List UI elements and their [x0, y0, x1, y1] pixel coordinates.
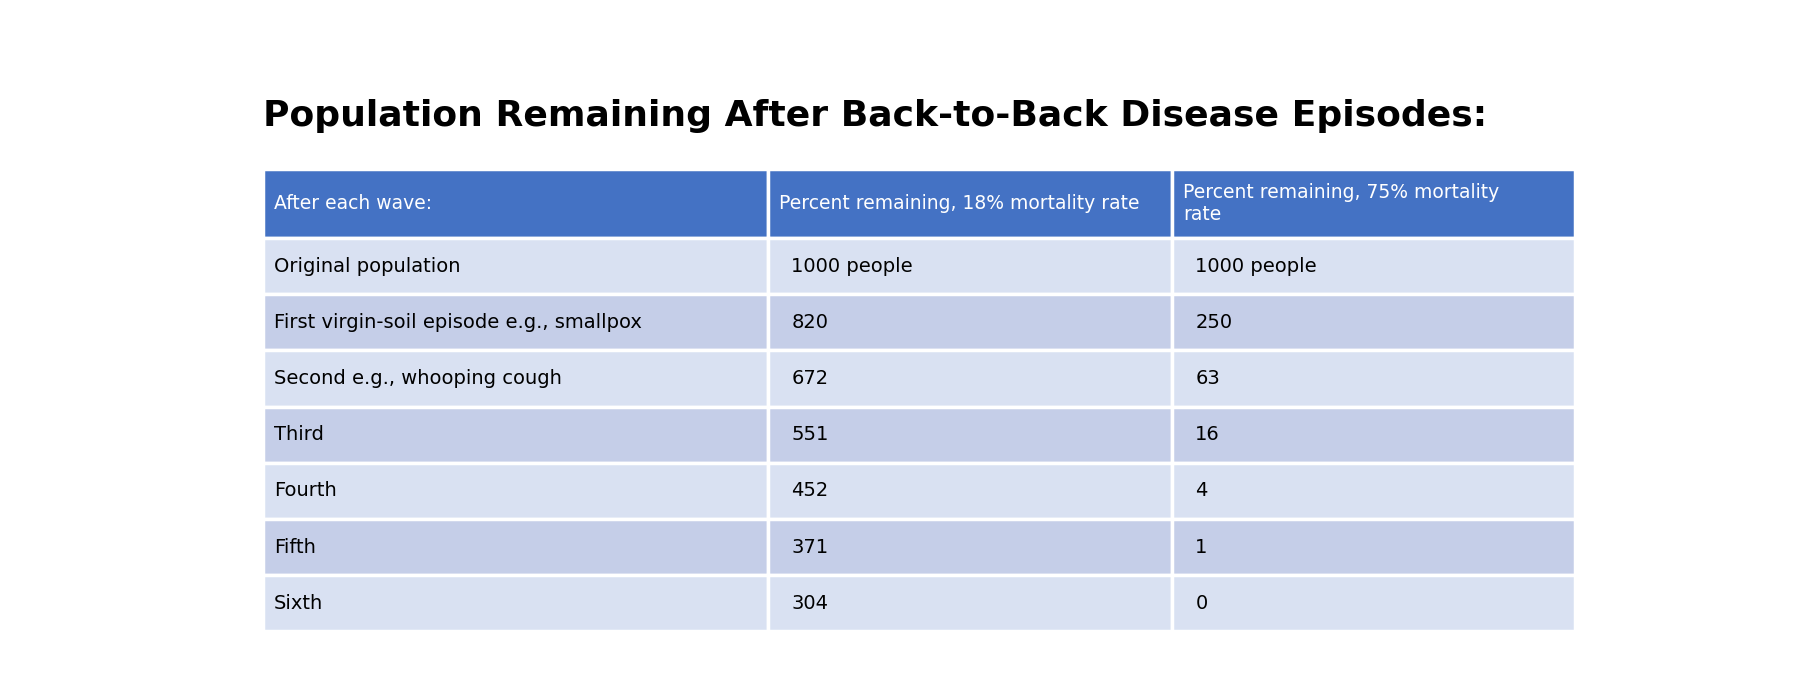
Bar: [767, 238, 1173, 294]
Text: Fifth: Fifth: [274, 538, 316, 556]
Text: 452: 452: [791, 482, 828, 500]
Text: 16: 16: [1196, 425, 1219, 444]
Bar: [1173, 169, 1574, 238]
Text: 1000 people: 1000 people: [1196, 257, 1316, 276]
Text: 63: 63: [1196, 369, 1219, 388]
Text: Population Remaining After Back-to-Back Disease Episodes:: Population Remaining After Back-to-Back …: [264, 99, 1486, 134]
Text: 551: 551: [791, 425, 828, 444]
Bar: [1173, 519, 1574, 575]
Bar: [264, 238, 767, 294]
Text: 820: 820: [791, 313, 828, 332]
Text: 250: 250: [1196, 313, 1232, 332]
Bar: [767, 294, 1173, 351]
Text: Sixth: Sixth: [274, 594, 323, 613]
Bar: [1173, 407, 1574, 463]
Text: 0: 0: [1196, 594, 1207, 613]
Bar: [264, 575, 767, 631]
Bar: [1173, 238, 1574, 294]
Text: Fourth: Fourth: [274, 482, 337, 500]
Text: Percent remaining, 18% mortality rate: Percent remaining, 18% mortality rate: [778, 194, 1139, 213]
Text: 371: 371: [791, 538, 828, 556]
Text: Original population: Original population: [274, 257, 461, 276]
Text: 672: 672: [791, 369, 828, 388]
Text: Third: Third: [274, 425, 325, 444]
Text: After each wave:: After each wave:: [274, 194, 432, 213]
Bar: [264, 294, 767, 351]
Bar: [264, 407, 767, 463]
Bar: [264, 169, 767, 238]
Text: 4: 4: [1196, 482, 1208, 500]
Text: 1: 1: [1196, 538, 1208, 556]
Bar: [1173, 351, 1574, 407]
Bar: [767, 351, 1173, 407]
Bar: [1173, 294, 1574, 351]
Bar: [767, 463, 1173, 519]
Text: Percent remaining, 75% mortality
rate: Percent remaining, 75% mortality rate: [1183, 183, 1499, 224]
Bar: [1173, 575, 1574, 631]
Text: Second e.g., whooping cough: Second e.g., whooping cough: [274, 369, 561, 388]
Bar: [767, 407, 1173, 463]
Text: 1000 people: 1000 people: [791, 257, 913, 276]
Bar: [767, 169, 1173, 238]
Text: 304: 304: [791, 594, 828, 613]
Bar: [767, 519, 1173, 575]
Bar: [1173, 463, 1574, 519]
Bar: [767, 575, 1173, 631]
Text: First virgin-soil episode e.g., smallpox: First virgin-soil episode e.g., smallpox: [274, 313, 642, 332]
Bar: [264, 519, 767, 575]
Bar: [264, 351, 767, 407]
Bar: [264, 463, 767, 519]
